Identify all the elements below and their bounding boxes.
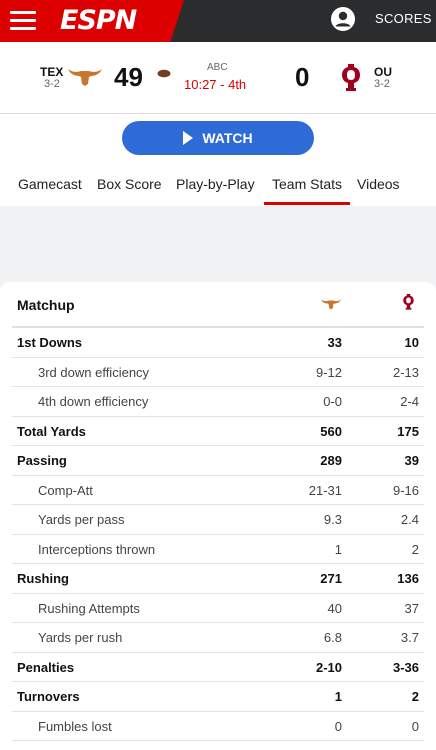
tab-box-score[interactable]: Box Score (97, 176, 162, 192)
stat-row: 3rd down efficiency 9-12 2-13 (12, 358, 424, 387)
stat-row: Interceptions thrown 1 2 (12, 535, 424, 564)
game-clock: 10:27 - 4th (184, 77, 247, 92)
tab-play-by-play[interactable]: Play-by-Play (176, 176, 255, 192)
stat-value-ou: 2-4 (400, 394, 419, 409)
team-stats-card: Matchup 1st Downs 33 10 3rd down efficie… (0, 282, 436, 750)
stat-value-tex: 560 (320, 423, 342, 439)
stat-value-tex: 2-10 (315, 659, 342, 675)
profile-icon[interactable] (330, 6, 356, 32)
stat-row: Passing 289 39 (12, 446, 424, 476)
away-team-abbr: OU (374, 65, 392, 79)
stat-row: 1st Downs 33 10 (12, 328, 424, 358)
watch-button[interactable]: WATCH (122, 121, 314, 155)
stat-label: Interceptions thrown (38, 541, 156, 557)
scores-link[interactable]: SCORES (375, 11, 432, 26)
stat-value-tex: 1 (334, 689, 342, 704)
tab-videos[interactable]: Videos (357, 176, 400, 192)
stat-value-tex: 271 (320, 571, 342, 586)
stat-row: Penalties 2-10 3-36 (12, 653, 424, 682)
stat-value-ou: 3-36 (392, 659, 419, 675)
tab-team-stats[interactable]: Team Stats (272, 176, 343, 192)
stat-value-ou: 0 (411, 718, 419, 734)
home-team-abbr: TEX (40, 65, 64, 79)
stat-label: Yards per rush (38, 630, 123, 645)
longhorn-column-icon (320, 299, 342, 310)
oklahoma-logo-icon (342, 64, 360, 91)
play-icon (183, 131, 194, 145)
stat-label: 4th down efficiency (38, 394, 149, 409)
stat-label: Turnovers (17, 689, 80, 704)
game-tabs: Gamecast Box Score Play-by-Play Team Sta… (0, 166, 436, 206)
game-scoreboard[interactable]: TEX 3-2 49 ABC 10:27 - 4th 0 OU 3-2 (0, 42, 436, 114)
stat-row: Comp-Att 21-31 9-16 (12, 476, 424, 505)
stat-value-tex: 33 (327, 335, 342, 350)
stat-value-ou: 2 (411, 689, 419, 704)
stat-label: Yards per pass (38, 512, 125, 527)
stat-value-tex: 40 (327, 600, 342, 616)
stat-value-ou: 2 (411, 541, 419, 557)
stat-value-ou: 3.7 (400, 630, 419, 645)
stat-row: Turnovers 1 2 (12, 682, 424, 712)
home-team-score: 49 (114, 62, 143, 92)
possession-football-icon (157, 69, 171, 78)
menu-icon[interactable] (10, 10, 36, 30)
stat-value-tex: 289 (320, 453, 342, 468)
stat-value-ou: 10 (404, 335, 419, 350)
stat-value-tex: 9-12 (315, 364, 342, 380)
oklahoma-column-icon (403, 294, 414, 310)
longhorn-logo-icon (68, 69, 102, 86)
active-tab-indicator (264, 202, 350, 205)
stat-row: Yards per pass 9.3 2.4 (12, 505, 424, 535)
stat-value-ou: 175 (397, 423, 419, 439)
broadcast-network: ABC (207, 62, 228, 73)
stat-value-tex: 0-0 (323, 394, 342, 409)
stat-row: Rushing Attempts 40 37 (12, 594, 424, 623)
away-team-score: 0 (295, 62, 310, 92)
stat-row: Rushing 271 136 (12, 564, 424, 594)
matchup-title: Matchup (17, 297, 75, 313)
stats-table-header: Matchup (12, 282, 424, 328)
stat-label: 3rd down efficiency (38, 364, 150, 380)
stat-value-ou: 39 (404, 453, 419, 468)
stat-row: 4th down efficiency 0-0 2-4 (12, 387, 424, 417)
stat-row: Total Yards 560 175 (12, 417, 424, 446)
stat-value-tex: 1 (334, 541, 342, 557)
stat-label: 1st Downs (17, 335, 83, 350)
stat-label: Penalties (17, 659, 75, 675)
stat-value-ou: 2-13 (392, 364, 419, 380)
stat-value-ou: 37 (404, 600, 419, 616)
tab-gamecast[interactable]: Gamecast (18, 176, 82, 192)
stat-label: Fumbles lost (38, 718, 112, 734)
stat-value-ou: 2.4 (400, 512, 419, 527)
espn-logo[interactable]: ESPN (60, 5, 137, 36)
stat-label: Rushing (17, 571, 69, 586)
stat-value-tex: 9.3 (323, 512, 342, 527)
watch-and-tabs-section: WATCH Gamecast Box Score Play-by-Play Te… (0, 114, 436, 206)
away-team-record: 3-2 (374, 78, 390, 90)
stat-row: Yards per rush 6.8 3.7 (12, 623, 424, 653)
stat-value-tex: 21-31 (308, 482, 342, 498)
stat-value-ou: 136 (397, 571, 419, 586)
stat-label: Total Yards (17, 423, 86, 439)
stat-label: Rushing Attempts (38, 600, 140, 616)
stat-value-ou: 9-16 (392, 482, 419, 498)
home-team-record: 3-2 (44, 78, 60, 90)
watch-button-label: WATCH (202, 130, 253, 146)
stat-label: Comp-Att (38, 482, 93, 498)
stat-value-tex: 0 (334, 718, 342, 734)
stat-value-tex: 6.8 (323, 630, 342, 645)
top-nav-bar: ESPN SCORES (0, 0, 436, 42)
stat-row: Fumbles lost 0 0 (12, 712, 424, 741)
stat-label: Passing (17, 453, 67, 468)
